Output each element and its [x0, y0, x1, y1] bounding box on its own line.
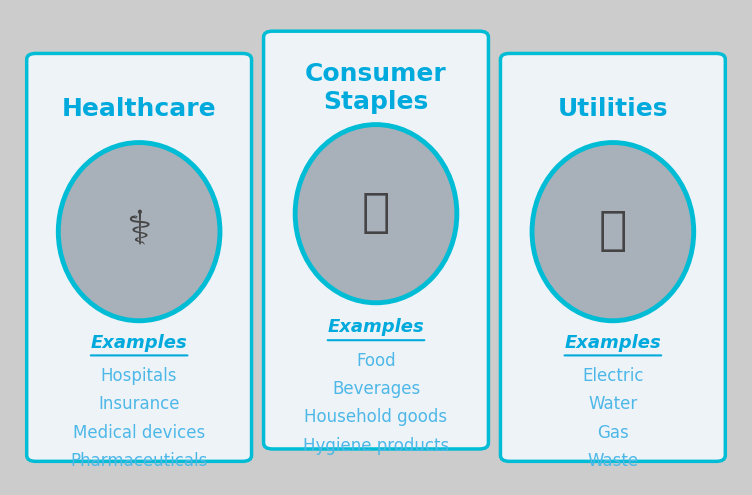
Text: ⚕: ⚕ [126, 209, 152, 254]
Ellipse shape [532, 143, 693, 321]
Text: Hospitals: Hospitals [101, 367, 177, 385]
FancyBboxPatch shape [501, 53, 725, 461]
Text: Utilities: Utilities [558, 97, 668, 121]
Text: Pharmaceuticals: Pharmaceuticals [71, 452, 208, 470]
Ellipse shape [295, 125, 457, 303]
Text: Beverages: Beverages [332, 380, 420, 398]
Text: Examples: Examples [565, 334, 661, 351]
FancyBboxPatch shape [26, 53, 251, 461]
FancyBboxPatch shape [263, 31, 489, 449]
Text: Food: Food [356, 352, 396, 370]
Text: Waste: Waste [587, 452, 638, 470]
Text: Household goods: Household goods [305, 408, 447, 426]
Text: Healthcare: Healthcare [62, 97, 217, 121]
Text: Electric: Electric [582, 367, 644, 385]
Text: 🛒: 🛒 [362, 191, 390, 236]
Text: Consumer
Staples: Consumer Staples [305, 62, 447, 114]
Text: Examples: Examples [91, 334, 187, 351]
Text: 🔌: 🔌 [599, 209, 627, 254]
Text: Gas: Gas [597, 424, 629, 442]
Text: Water: Water [588, 396, 638, 413]
Text: Hygiene products: Hygiene products [303, 437, 449, 454]
Text: Medical devices: Medical devices [73, 424, 205, 442]
Text: Insurance: Insurance [99, 396, 180, 413]
Text: Examples: Examples [328, 318, 424, 336]
Ellipse shape [59, 143, 220, 321]
